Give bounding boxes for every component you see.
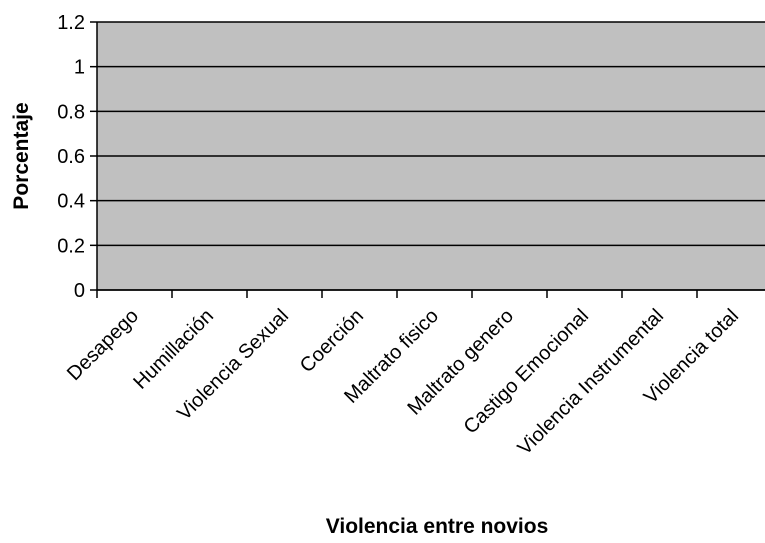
- y-tick-label: 0.6: [57, 146, 85, 168]
- y-tick-label: 1.2: [57, 12, 85, 34]
- y-tick-label: 0.8: [57, 101, 85, 123]
- x-tick-label: Castigo Emocional: [460, 305, 593, 438]
- y-tick-labels: 0 0.2 0.4 0.6 0.8 1 1.2: [57, 12, 97, 302]
- x-tick-label: Violencia Instrumental: [514, 305, 668, 459]
- y-tick-label: 0.2: [57, 235, 85, 257]
- y-tick-label: 0: [74, 280, 85, 302]
- y-tick-label: 1: [74, 57, 85, 79]
- x-tick-label: Desapego: [63, 305, 143, 385]
- y-tick-label: 0.4: [57, 191, 85, 213]
- x-tick-label: Coerción: [296, 305, 368, 377]
- x-axis-title: Violencia entre novios: [326, 515, 549, 538]
- y-axis-title: Porcentaje: [10, 102, 33, 209]
